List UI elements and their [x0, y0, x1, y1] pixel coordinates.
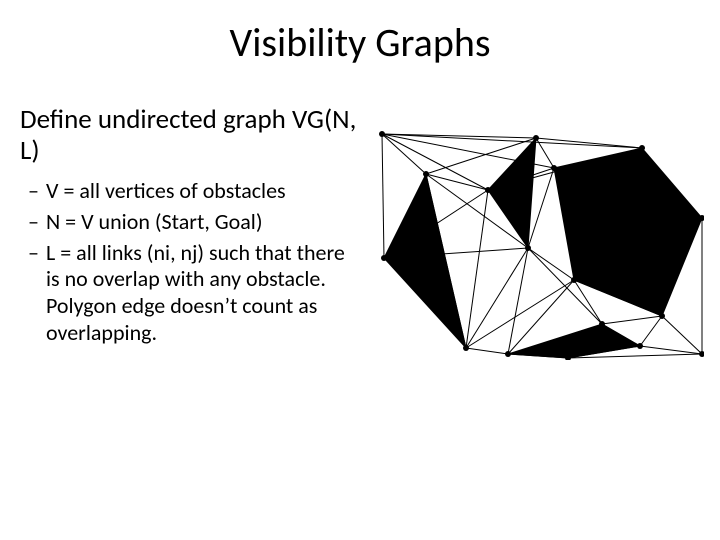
graph-node [381, 255, 387, 261]
bullet-item: V = all vertices of obstacles [20, 178, 360, 205]
bullet-list: V = all vertices of obstacles N = V unio… [20, 178, 360, 351]
bullet-text: N = V union (Start, Goal) [46, 208, 263, 235]
graph-node [551, 165, 557, 171]
bullet-text: V = all vertices of obstacles [46, 177, 286, 204]
graph-node [505, 351, 511, 357]
graph-node [659, 313, 665, 319]
graph-node [639, 145, 645, 151]
bullet-text: L = all links (ni, nj) such that there i… [46, 239, 345, 346]
slide-subtitle: Define undirected graph VG(N, L) [20, 104, 360, 166]
graph-node [423, 171, 429, 177]
graph-node [599, 321, 605, 327]
graph-node [379, 131, 385, 137]
graph-node [637, 343, 643, 349]
graph-node [571, 277, 577, 283]
bullet-item: L = all links (ni, nj) such that there i… [20, 240, 360, 347]
bullet-item: N = V union (Start, Goal) [20, 209, 360, 236]
visibility-graph-figure [378, 130, 704, 360]
slide: Visibility Graphs Define undirected grap… [0, 0, 720, 540]
graph-node [485, 187, 491, 193]
graph-node [533, 135, 539, 141]
slide-title: Visibility Graphs [0, 18, 720, 67]
graph-node [525, 245, 531, 251]
graph-node [463, 345, 469, 351]
